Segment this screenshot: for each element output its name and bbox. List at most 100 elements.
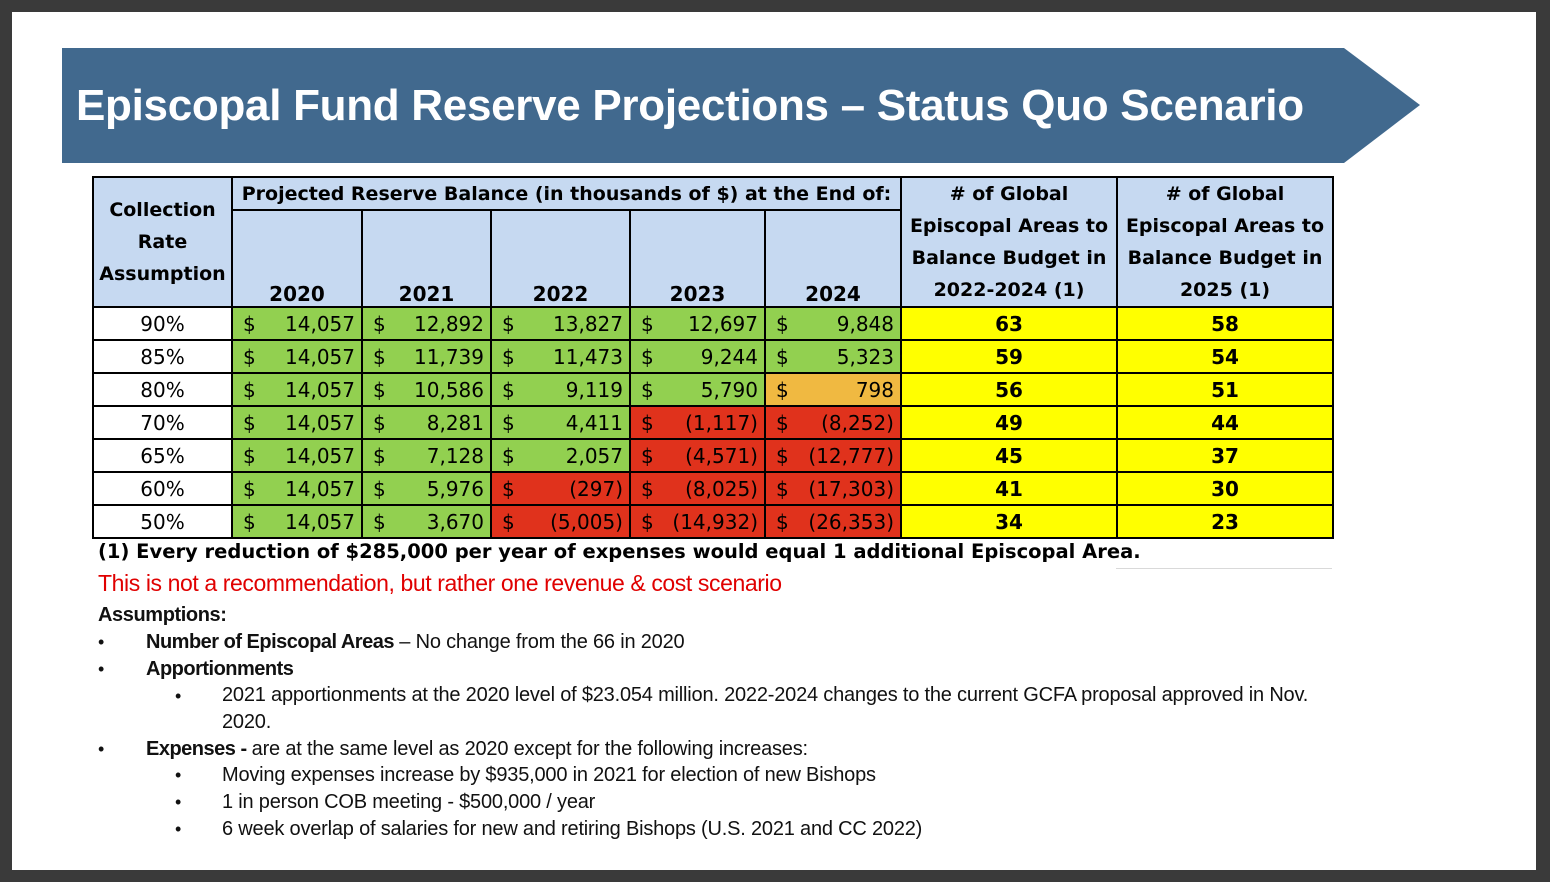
- rate-cell: 65%: [92, 438, 233, 473]
- currency-symbol: $: [243, 411, 256, 435]
- currency-symbol: $: [502, 378, 515, 402]
- balance-cell: $14,057: [231, 405, 363, 440]
- balance-value: 7,128: [426, 444, 484, 468]
- balance-value: 14,057: [285, 312, 355, 336]
- currency-symbol: $: [641, 510, 654, 534]
- areas-2025-cell: 37: [1116, 438, 1334, 473]
- divider: [1116, 568, 1332, 569]
- bullet-icon: •: [175, 686, 182, 706]
- balance-cell: $14,057: [231, 339, 363, 374]
- balance-value: (26,353): [808, 510, 894, 534]
- table-row: 65% $14,057 $7,128 $2,057 $ (4,571) $ (12,…: [92, 438, 1334, 473]
- balance-cell: $ (14,932): [629, 504, 766, 539]
- currency-symbol: $: [243, 312, 256, 336]
- currency-symbol: $: [776, 378, 789, 402]
- currency-symbol: $: [373, 477, 386, 501]
- assumption-apportionments-label: Apportionments: [146, 658, 294, 680]
- disclaimer: This is not a recommendation, but rather…: [98, 570, 782, 596]
- balance-cell: $11,739: [361, 339, 492, 374]
- table-row: 85% $14,057 $11,739 $11,473 $9,244 $5,32…: [92, 339, 1334, 374]
- currency-symbol: $: [373, 312, 386, 336]
- balance-value: 5,323: [836, 345, 894, 369]
- rate-cell: 50%: [92, 504, 233, 539]
- balance-cell: $14,057: [231, 372, 363, 407]
- balance-value: 14,057: [285, 345, 355, 369]
- balance-cell: $12,697: [629, 306, 766, 341]
- rate-column-header: Collection Rate Assumption: [92, 176, 233, 308]
- balance-cell: $9,244: [629, 339, 766, 374]
- balance-value: 798: [855, 378, 894, 402]
- currency-symbol: $: [502, 444, 515, 468]
- currency-symbol: $: [641, 345, 654, 369]
- balance-value: (1,117): [685, 411, 758, 435]
- year-header-2024: 2024: [764, 209, 902, 308]
- areas-2025-cell: 58: [1116, 306, 1334, 341]
- balance-value: 3,670: [426, 510, 484, 534]
- balance-value: (5,005): [550, 510, 623, 534]
- areas-2025-cell: 51: [1116, 372, 1334, 407]
- year-header-2022: 2022: [490, 209, 631, 308]
- balance-value: 2,057: [565, 444, 623, 468]
- page-title: Episcopal Fund Reserve Projections – Sta…: [76, 81, 1304, 130]
- footnote: (1) Every reduction of $285,000 per year…: [98, 540, 1141, 563]
- banner-arrow-shape: [62, 48, 1420, 163]
- balance-cell: $13,827: [490, 306, 631, 341]
- reserve-projection-table: Collection Rate Assumption Projected Res…: [92, 175, 1334, 539]
- areas-2025-header: # of Global Episcopal Areas to Balance B…: [1116, 176, 1334, 308]
- balance-cell: $10,586: [361, 372, 492, 407]
- title-banner: Episcopal Fund Reserve Projections – Sta…: [62, 48, 1422, 163]
- projection-group-header: Projected Reserve Balance (in thousands …: [231, 175, 902, 212]
- currency-symbol: $: [373, 510, 386, 534]
- currency-symbol: $: [776, 510, 789, 534]
- balance-cell: $ (8,025): [629, 471, 766, 506]
- currency-symbol: $: [373, 378, 386, 402]
- currency-symbol: $: [243, 477, 256, 501]
- assumption-areas-label: Number of Episcopal Areas: [146, 631, 394, 653]
- balance-value: 9,119: [565, 378, 623, 402]
- balance-value: 12,697: [688, 312, 758, 336]
- areas-2022-2024-cell: 56: [900, 372, 1118, 407]
- balance-value: (297): [569, 477, 623, 501]
- balance-cell: $2,057: [490, 438, 631, 473]
- balance-value: 14,057: [285, 378, 355, 402]
- currency-symbol: $: [776, 345, 789, 369]
- balance-value: 9,848: [836, 312, 894, 336]
- currency-symbol: $: [641, 444, 654, 468]
- rate-cell: 70%: [92, 405, 233, 440]
- areas-2022-2024-cell: 41: [900, 471, 1118, 506]
- areas-2025-cell: 44: [1116, 405, 1334, 440]
- balance-cell: $9,848: [764, 306, 902, 341]
- balance-cell: $ (5,005): [490, 504, 631, 539]
- areas-2022-2024-cell: 49: [900, 405, 1118, 440]
- areas-2022-2024-cell: 34: [900, 504, 1118, 539]
- balance-cell: $14,057: [231, 438, 363, 473]
- balance-value: 11,739: [414, 345, 484, 369]
- balance-cell: $798: [764, 372, 902, 407]
- assumptions-heading: Assumptions:: [98, 604, 227, 626]
- currency-symbol: $: [776, 312, 789, 336]
- balance-cell: $8,281: [361, 405, 492, 440]
- currency-symbol: $: [373, 411, 386, 435]
- currency-symbol: $: [776, 444, 789, 468]
- currency-symbol: $: [243, 345, 256, 369]
- balance-cell: $9,119: [490, 372, 631, 407]
- expense-item: 1 in person COB meeting - $500,000 / yea…: [222, 791, 596, 813]
- currency-symbol: $: [776, 411, 789, 435]
- balance-cell: $5,976: [361, 471, 492, 506]
- balance-value: 10,586: [414, 378, 484, 402]
- assumption-expenses-label: Expenses -: [146, 738, 252, 760]
- balance-value: 14,057: [285, 510, 355, 534]
- year-header-2020: 2020: [231, 209, 363, 308]
- areas-2025-cell: 54: [1116, 339, 1334, 374]
- areas-2022-2024-cell: 63: [900, 306, 1118, 341]
- bullet-icon: •: [175, 819, 182, 839]
- table-row: 80% $14,057 $10,586 $9,119 $5,790 $798 5…: [92, 372, 1334, 407]
- areas-2025-cell: 23: [1116, 504, 1334, 539]
- areas-2022-2024-header: # of Global Episcopal Areas to Balance B…: [900, 176, 1118, 308]
- areas-2025-cell: 30: [1116, 471, 1334, 506]
- balance-cell: $11,473: [490, 339, 631, 374]
- table-row: 90% $14,057 $12,892 $13,827 $12,697 $9,8…: [92, 306, 1334, 341]
- balance-value: 5,790: [700, 378, 758, 402]
- expense-item: 6 week overlap of salaries for new and r…: [222, 818, 923, 840]
- bullet-icon: •: [175, 792, 182, 812]
